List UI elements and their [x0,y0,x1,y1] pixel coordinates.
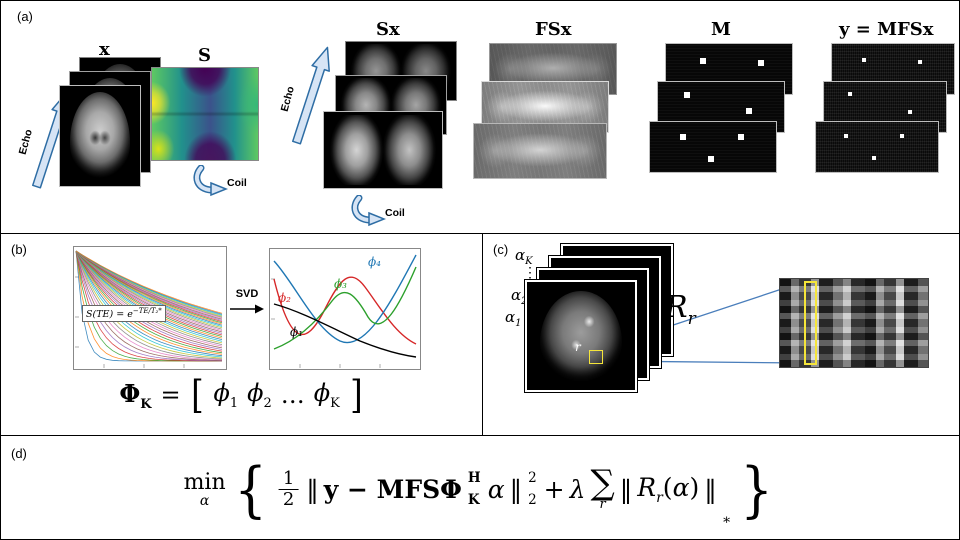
patch-box [589,350,603,364]
coil-arrow-icon [193,165,229,197]
sample-dot [918,60,922,64]
panel-a-label: (a) [17,9,33,24]
norm-close: ‖ [704,475,717,505]
basis-curves [271,254,417,368]
Phi-symbol: Φ [119,378,141,408]
measured-kspace-image [815,121,939,173]
svd-label: SVD [235,288,259,300]
sample-dot [862,58,866,62]
highlighted-column [804,281,817,365]
decay-curves-plot: S(TE) = e−TE/T₂* [73,246,227,370]
alpha-1-label: α1 [505,308,522,329]
panel-a: (a) Echo x S Coil Echo Sx [1,1,959,234]
coil-images [323,111,443,189]
left-bracket: [ [190,373,204,417]
fsx-title: FSx [535,19,572,40]
alpha-variable: α [487,475,505,505]
sum-operator: ∑ r [590,462,615,513]
casorati-matrix-image [779,278,929,368]
mask-image [649,121,777,173]
svd-arrow-icon [230,304,264,314]
mask-sample-dot [758,60,764,66]
coil-label: Coil [227,177,247,189]
sample-dot [900,134,904,138]
sample-dot [872,156,876,160]
panel-d: (d) min α { 1 2 ‖ y − MFSΦ H K α ‖ 2 2 [1,436,959,539]
x-title: x [99,39,110,60]
vdots-label: ⋮ [523,265,537,281]
data-consistency-term: y − MFSΦ [323,475,462,505]
mask-sample-dot [684,92,690,98]
alpha-K-label: αK [515,246,533,267]
norm-open: ‖ [306,475,319,505]
brain-image [69,92,131,180]
kspace-image [473,123,607,179]
panel-c-label: (c) [493,242,509,257]
lambda-symbol: λ [569,475,586,505]
m-title: M [711,19,731,40]
signal-model-equation: S(TE) = e−TE/T₂* [82,305,166,323]
panel-b-label: (b) [11,242,27,257]
echo-label: Echo [16,128,35,156]
echo-image [59,85,141,187]
mask-sample-dot [738,134,744,140]
svd-step: SVD [229,288,265,320]
panel-d-label: (d) [11,446,27,461]
phi4-label: ϕ₄ [368,255,381,269]
s-title: S [198,45,211,66]
mask-sample-dot [680,134,686,140]
phi1-label: ϕ₁ [290,325,303,339]
ellipsis: … [280,381,305,409]
optimization-equation: min α { 1 2 ‖ y − MFSΦ H K α ‖ 2 2 + λ [183,454,777,528]
alpha-2-label: α2 [511,286,528,307]
sample-dot [908,110,912,114]
Rr-operator-label: Rr [665,290,696,329]
basis-functions-plot: ϕ₁ ϕ₂ ϕ₃ ϕ₄ [269,248,421,370]
Rr-term: Rr(α) [637,473,700,507]
sensitivity-map [151,67,259,161]
panel-b: (b) S(TE) = e−TE/T₂* SVD [1,234,482,436]
y-title: y = MFSx [839,19,934,40]
norm-close: ‖ [509,475,523,505]
patch-r-label: r [575,340,581,354]
mask-sample-dot [708,156,714,162]
coil-brain-pair [327,115,439,185]
right-bracket: ] [349,373,363,417]
echo-arrow-icon [291,46,330,145]
coil-label: Coil [385,207,405,219]
left-brace: { [234,454,267,525]
nuclear-norm-star: ∗ [721,511,732,528]
mask-sample-dot [700,58,706,64]
phi3-label: ϕ₃ [334,277,347,291]
brain-image [539,290,623,382]
sx-title: Sx [376,19,400,40]
sample-dot [844,134,848,138]
kspace-texture [474,124,606,178]
coil-arrow-icon [351,195,387,227]
min-operator: min α [183,469,226,509]
right-brace: } [740,454,773,525]
sample-dot [848,92,852,96]
one-half-fraction: 1 2 [278,469,299,510]
l2-norm-scripts: 2 2 [528,469,537,509]
alpha-map: r [525,280,637,392]
phi2-label: ϕ₂ [278,291,291,305]
equals-sign: = [160,381,181,409]
plus-sign: + [543,475,565,505]
decay-curves [75,250,223,368]
phi-scripts: H K [467,469,481,509]
echo-label: Echo [278,85,297,113]
mask-sample-dot [746,108,752,114]
norm-open: ‖ [619,475,633,505]
basis-matrix-equation: ΦK = [ ϕ1 ϕ2 … ϕK ] [119,373,363,417]
panel-c: (c) αK ⋮ α2 α1 r Rr [482,234,959,436]
